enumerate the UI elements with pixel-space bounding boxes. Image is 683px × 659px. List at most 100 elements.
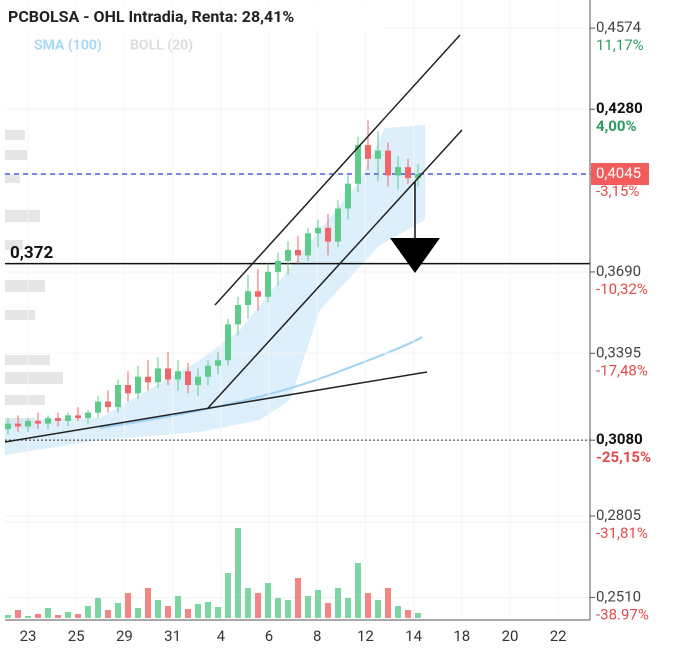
volume-bar	[165, 606, 171, 618]
x-tick-label: 8	[313, 627, 321, 645]
candle-body	[65, 415, 71, 421]
candle-body	[305, 233, 311, 256]
candle-body	[355, 145, 361, 184]
y-tick-label: 0,4045	[596, 164, 641, 182]
legend-sma: SMA (100)	[34, 38, 102, 54]
volume-bar	[255, 593, 261, 618]
candle-body	[345, 183, 351, 209]
volume-bar	[285, 600, 291, 618]
volume-bar	[245, 588, 251, 618]
volume-bar	[125, 593, 131, 618]
volume-bar	[25, 616, 31, 618]
volume-bar	[235, 528, 241, 618]
volume-bar	[195, 604, 201, 618]
volume-bar	[185, 609, 191, 618]
channel-lower	[207, 129, 463, 409]
candle-body	[55, 418, 61, 421]
volume-bar	[15, 610, 21, 618]
x-tick-label: 6	[265, 627, 273, 645]
volume-bar	[405, 610, 411, 618]
candle-body	[295, 249, 301, 256]
volume-bar	[35, 614, 41, 618]
candle-body	[225, 324, 231, 361]
candle-body	[235, 305, 241, 325]
volume-bar	[65, 612, 71, 618]
volume-bar	[175, 596, 181, 618]
x-tick-label: 14	[405, 627, 422, 645]
candle-body	[45, 418, 51, 424]
candle-body	[275, 260, 281, 272]
y-tick-change: -31,81%	[596, 524, 648, 542]
x-tick-label: 31	[164, 627, 181, 645]
y-tick-label: 0,3395	[596, 343, 641, 361]
sma-line	[99, 336, 423, 429]
y-tick-label: 0,3690	[596, 262, 641, 280]
candle-body	[95, 401, 101, 413]
candle-body	[115, 385, 121, 408]
candle-body	[75, 415, 81, 419]
candle-body	[215, 360, 221, 366]
candle-body	[385, 150, 391, 176]
volume-bar	[315, 590, 321, 618]
candle-body	[135, 376, 141, 394]
y-tick-change: -17,48%	[596, 361, 648, 379]
candle-body	[325, 227, 331, 242]
candle-body	[125, 385, 131, 394]
candle-body	[155, 368, 161, 383]
y-tick-label: 0,2510	[596, 587, 641, 605]
volume-bar	[355, 563, 361, 618]
candle-body	[165, 368, 171, 380]
candle-body	[175, 371, 181, 380]
y-tick-change: 11,17%	[596, 36, 644, 54]
channel-upper	[214, 34, 461, 306]
volume-bar	[105, 610, 111, 618]
y-tick-label: 0,4574	[596, 18, 642, 36]
candle-body	[405, 167, 411, 179]
y-tick-label: 0,4280	[596, 99, 643, 117]
chart-title: PCBOLSA - OHL Intradia, Renta: 28,41%	[8, 7, 294, 26]
candle-body	[185, 371, 191, 386]
volume-bar	[265, 583, 271, 618]
price-tag	[591, 163, 649, 186]
x-tick-label: 29	[116, 627, 133, 645]
candle-body	[5, 423, 11, 430]
volume-bar	[155, 600, 161, 618]
title-bg	[4, 4, 384, 32]
y-tick-change: -10,32%	[596, 280, 648, 298]
level-label: 0,372	[10, 243, 53, 263]
candle-body	[315, 227, 321, 234]
volume-bar	[335, 588, 341, 618]
volume-bar	[415, 613, 421, 618]
arrow-head	[390, 238, 440, 273]
volume-bar	[225, 573, 231, 618]
candle-body	[265, 271, 271, 297]
x-tick-label: 25	[68, 627, 85, 645]
x-tick-label: 18	[453, 627, 470, 645]
y-tick-change: -25,15%	[596, 448, 651, 466]
x-tick-label: 12	[357, 627, 374, 645]
volume-bar	[375, 600, 381, 618]
volume-bar	[5, 615, 11, 618]
candle-body	[25, 420, 31, 427]
volume-bar	[295, 578, 301, 618]
volume-bar	[135, 608, 141, 618]
x-tick-label: 23	[20, 627, 37, 645]
y-tick-label: 0,3080	[596, 430, 643, 448]
candle-body	[335, 208, 341, 242]
volume-bar	[305, 596, 311, 618]
trend-line	[4, 371, 428, 443]
y-tick-change: -38.97%	[596, 605, 649, 623]
candle-body	[415, 174, 421, 179]
candle-body	[365, 145, 371, 159]
volume-bar	[275, 598, 281, 618]
candle-body	[145, 376, 151, 383]
candle-body	[35, 420, 41, 424]
x-tick-label: 4	[217, 627, 226, 645]
volume-bar	[215, 607, 221, 618]
x-tick-label: 20	[502, 627, 519, 645]
volume-bar	[395, 606, 401, 618]
volume-bar	[45, 608, 51, 618]
y-tick-label: 0,2805	[596, 506, 641, 524]
volume-bar	[75, 614, 81, 618]
